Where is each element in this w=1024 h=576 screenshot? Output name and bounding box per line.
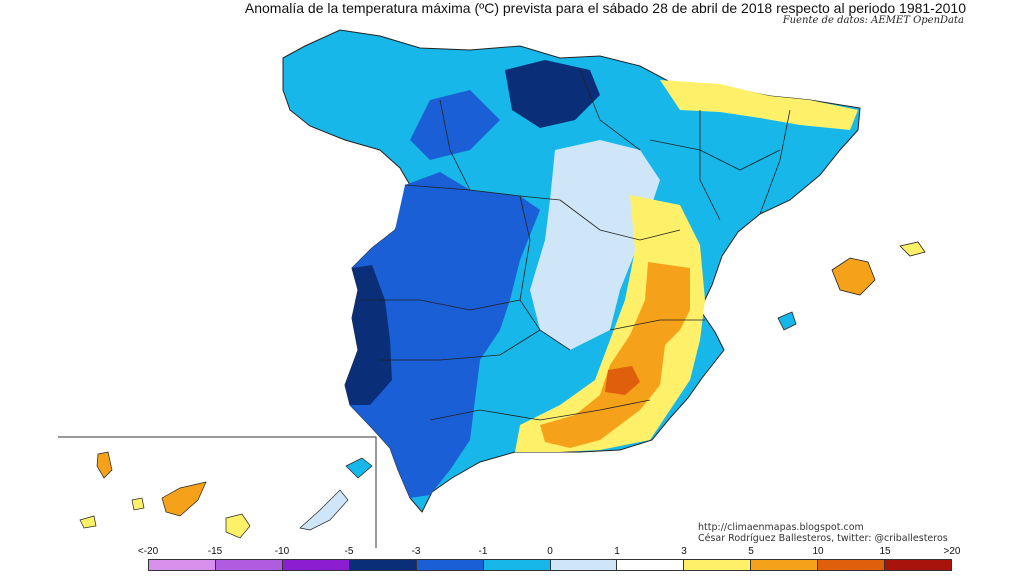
anomaly-zone-strong-positive xyxy=(605,366,640,395)
legend-label: 0 xyxy=(547,546,553,557)
tenerife xyxy=(161,481,207,517)
la-gomera xyxy=(131,497,145,511)
legend-swatch xyxy=(215,560,283,570)
gran-canaria xyxy=(225,513,251,539)
legend-label: -10 xyxy=(274,546,290,557)
legend-label: -5 xyxy=(344,546,354,557)
anomaly-zone-near-zero xyxy=(530,140,660,350)
la-palma xyxy=(96,451,113,479)
legend-swatch xyxy=(684,560,752,570)
legend-swatch xyxy=(885,560,952,570)
legend-label: 15 xyxy=(879,546,891,557)
author-credit: César Rodríguez Ballesteros, twitter: @c… xyxy=(698,533,948,544)
legend-label: >20 xyxy=(943,546,961,557)
data-source: Fuente de datos: AEMET OpenData xyxy=(782,15,964,26)
legend-label: 1 xyxy=(614,546,620,557)
legend-swatch xyxy=(751,560,819,570)
legend-swatch xyxy=(617,560,685,570)
anomaly-zone-northeast-positive xyxy=(660,80,858,130)
legend-label: -15 xyxy=(207,546,223,557)
canary-inset-frame xyxy=(58,436,377,548)
province-borders xyxy=(360,69,791,421)
legend-swatch xyxy=(416,560,484,570)
legend-swatch xyxy=(149,560,216,570)
map-title: Anomalía de la temperatura máxima (ºC) p… xyxy=(244,0,966,16)
legend-label: 5 xyxy=(748,546,754,557)
legend-swatch xyxy=(818,560,886,570)
legend-labels: <-20 -15 -10 -5 -3 -1 0 1 3 5 10 15 >20 xyxy=(0,546,1024,558)
legend-label: <-20 xyxy=(137,546,159,557)
blog-url: http://climaenmapas.blogspot.com xyxy=(698,522,864,533)
anomaly-zone-strong-negative xyxy=(345,172,540,498)
ibiza xyxy=(777,311,797,331)
legend-label: 10 xyxy=(812,546,824,557)
legend-swatch xyxy=(349,560,417,570)
anomaly-zone-north-dark xyxy=(505,60,600,128)
menorca xyxy=(899,241,926,257)
anomaly-zone-moderate-positive xyxy=(540,262,690,448)
fuerteventura xyxy=(299,489,349,531)
legend-swatch xyxy=(550,560,618,570)
color-legend xyxy=(148,559,952,571)
lanzarote xyxy=(345,457,373,479)
anomaly-zone-northwest xyxy=(410,90,500,160)
mallorca xyxy=(831,257,876,296)
el-hierro xyxy=(79,515,97,529)
legend-swatch xyxy=(483,560,551,570)
legend-label: -1 xyxy=(478,546,488,557)
legend-label: 3 xyxy=(681,546,687,557)
legend-label: -3 xyxy=(411,546,421,557)
legend-swatch xyxy=(282,560,350,570)
